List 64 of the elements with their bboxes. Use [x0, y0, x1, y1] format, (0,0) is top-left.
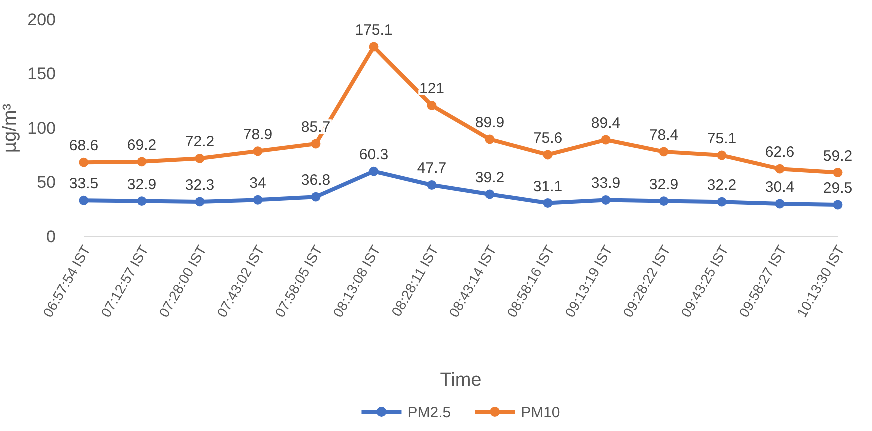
point — [775, 199, 785, 209]
point — [195, 197, 205, 207]
data-label: 121 — [419, 80, 445, 98]
data-label: 78.4 — [649, 126, 679, 144]
data-label: 39.2 — [475, 169, 505, 186]
y-tick-label: 150 — [28, 64, 56, 84]
point — [427, 101, 437, 110]
data-label: 75.6 — [533, 130, 563, 147]
data-label: 62.6 — [765, 144, 795, 162]
point — [717, 197, 727, 207]
point — [369, 166, 379, 176]
point — [137, 157, 147, 167]
y-tick-label: 50 — [37, 173, 56, 192]
point — [601, 135, 611, 145]
legend-label: PM2.5 — [408, 404, 452, 422]
data-label: 36.8 — [301, 172, 331, 190]
data-label: 32.3 — [185, 176, 215, 194]
point — [253, 146, 263, 156]
point — [369, 42, 379, 52]
data-label: 34 — [250, 175, 266, 192]
point — [775, 164, 785, 174]
data-label: 32.9 — [649, 176, 679, 194]
data-label: 175.1 — [355, 22, 393, 40]
data-label: 60.3 — [359, 146, 389, 164]
y-axis-title: µg/m³ — [0, 104, 21, 153]
point — [137, 196, 147, 206]
data-label: 29.5 — [823, 180, 853, 197]
data-label: 32.9 — [127, 176, 157, 194]
x-axis-title: Time — [440, 370, 482, 391]
point — [485, 134, 495, 144]
data-label: 89.9 — [475, 114, 505, 132]
data-label: 33.9 — [591, 175, 621, 192]
legend-label: PM10 — [521, 404, 560, 422]
data-label: 33.5 — [69, 176, 99, 193]
point — [311, 192, 321, 202]
point — [311, 139, 321, 149]
data-label: 68.6 — [69, 138, 99, 155]
point — [659, 196, 669, 206]
point — [485, 190, 495, 200]
data-label: 32.2 — [707, 177, 737, 194]
y-tick-label: 0 — [46, 227, 56, 246]
data-label: 69.2 — [127, 136, 157, 154]
data-label: 30.4 — [765, 179, 795, 196]
point — [543, 198, 553, 208]
data-label: 59.2 — [823, 148, 853, 165]
point — [79, 158, 89, 168]
point — [543, 150, 553, 160]
point — [833, 200, 843, 210]
point — [253, 195, 263, 205]
data-label: 75.1 — [707, 130, 737, 148]
data-label: 47.7 — [417, 160, 447, 178]
data-label: 78.9 — [243, 126, 273, 144]
point — [659, 147, 669, 157]
point — [195, 154, 205, 164]
point — [833, 168, 843, 178]
point — [601, 196, 611, 205]
point — [79, 196, 89, 206]
y-tick-label: 100 — [28, 118, 56, 138]
point — [717, 150, 727, 160]
data-label: 72.2 — [185, 134, 215, 151]
data-label: 31.1 — [533, 178, 563, 196]
y-tick-label: 200 — [28, 10, 56, 30]
data-label: 89.4 — [591, 115, 621, 132]
point — [427, 180, 437, 190]
